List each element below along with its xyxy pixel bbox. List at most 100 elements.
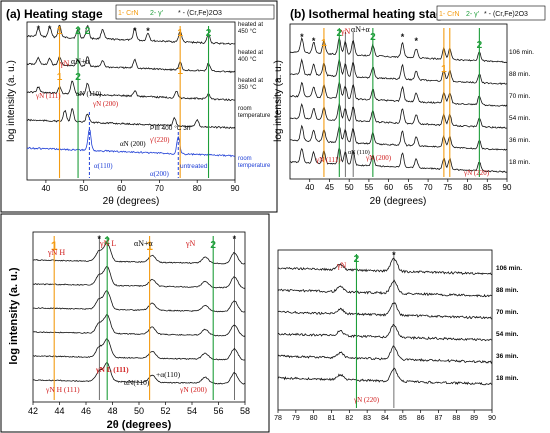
panel-b-ann-an110: αN (110) bbox=[348, 149, 370, 156]
panel-b-legend-gprime: 2- γ' bbox=[466, 11, 479, 18]
series-label-a-2-l2: 350 °C bbox=[238, 85, 257, 91]
panel-c-ann-an110: αN(110) bbox=[124, 378, 150, 387]
panel-c-ylabel: log intensity (a. u.) bbox=[8, 267, 20, 365]
series-label-d-4: 36 min. bbox=[496, 353, 519, 360]
series-label-d-0: 106 min. bbox=[496, 265, 522, 272]
series-label-a-4-l1: room bbox=[238, 156, 252, 162]
panel-a-ann-ana: αN+α bbox=[71, 57, 90, 66]
x-tick-label-2-8: 58 bbox=[240, 406, 250, 416]
x-tick-label-2-7: 56 bbox=[213, 406, 223, 416]
series-label-b-2: 70 min. bbox=[509, 93, 531, 100]
series-line-3-3 bbox=[277, 323, 493, 342]
series-line-1-3 bbox=[289, 102, 508, 129]
x-tick-label-0-0: 40 bbox=[41, 184, 50, 193]
series-line-2-5 bbox=[32, 362, 246, 385]
series-line-0-2 bbox=[26, 80, 236, 102]
series-label-a-3-l1: room bbox=[238, 106, 252, 112]
x-tick-label-1-6: 70 bbox=[424, 183, 433, 192]
series-label-a-1-l2: 400 °C bbox=[238, 57, 257, 63]
x-tick-label-3-3: 81 bbox=[328, 415, 336, 422]
peak-marker-1-7: 1 bbox=[441, 64, 447, 75]
series-line-3-1 bbox=[277, 279, 493, 298]
panel-b-ann-gn220: γN (220) bbox=[463, 169, 490, 177]
panel-a-ylabel: log intensity (a. u.) bbox=[6, 60, 17, 142]
panel-a-ann-gn: γN bbox=[59, 59, 70, 68]
series-line-0-4 bbox=[26, 128, 236, 158]
peak-marker-1-2: 1 bbox=[321, 38, 327, 49]
panel-c-xlabel: 2θ (degrees) bbox=[107, 419, 172, 431]
panel-b-ylabel: log intensity (a. u.) bbox=[273, 60, 284, 142]
series-label-b-5: 18 min. bbox=[509, 159, 531, 166]
series-line-0-3 bbox=[26, 108, 236, 129]
panel-c-ann-gnl: γN L bbox=[99, 239, 116, 248]
panel-d-ann-gn: γN bbox=[336, 261, 347, 270]
series-label-a-1-l1: heated at bbox=[238, 50, 263, 56]
peak-marker-1-4: 2 bbox=[370, 32, 376, 43]
x-tick-label-0-2: 60 bbox=[117, 184, 126, 193]
series-line-1-1 bbox=[289, 58, 508, 86]
peak-marker-0-8: 2 bbox=[206, 28, 212, 39]
x-tick-label-1-3: 55 bbox=[364, 183, 373, 192]
panel-c-frame bbox=[0, 213, 270, 433]
panel-a-ann-an200: αN (200) bbox=[120, 140, 146, 148]
peak-marker-2-0: 1 bbox=[51, 239, 58, 253]
panel-c-ann-gnh: γN H bbox=[47, 248, 65, 257]
panel-a-ann-untreated: untreated bbox=[180, 163, 208, 170]
series-line-1-5 bbox=[290, 147, 508, 174]
panel-c-ann-gn: γN bbox=[185, 239, 196, 248]
peak-marker-0-5: * bbox=[133, 26, 137, 36]
x-tick-label-0-1: 50 bbox=[79, 184, 88, 193]
x-tick-label-0-4: 80 bbox=[193, 184, 202, 193]
x-tick-label-1-9: 85 bbox=[483, 183, 492, 192]
panel-a-ann-a200: α(200) bbox=[150, 170, 169, 178]
panel-d: 2 * 78 79 80 81 82 83 84 85 86 87 88 89 90 106 min. 88… bbox=[274, 249, 522, 422]
panel-b-xlabel: 2θ (degrees) bbox=[370, 196, 427, 207]
x-tick-label-0-5: 90 bbox=[231, 184, 240, 193]
panel-a-ann-a110: α(110) bbox=[94, 162, 113, 170]
x-tick-label-1-5: 65 bbox=[404, 183, 413, 192]
peak-marker-3-1: * bbox=[392, 250, 396, 260]
panel-b: (b) Isothermal heating stage at 450 °C 1… bbox=[273, 5, 546, 207]
peak-marker-2-2: 2 bbox=[104, 236, 110, 247]
x-tick-label-2-2: 46 bbox=[81, 406, 91, 416]
series-label-d-1: 88 min. bbox=[496, 287, 519, 294]
panel-b-ann-gn200: γN (200) bbox=[365, 154, 392, 162]
panel-c-ann-a110: +α(110) bbox=[156, 370, 181, 379]
panel-a-ann-an110: αN (110) bbox=[76, 90, 102, 98]
panel-b-ann-ana: αN+α bbox=[351, 25, 370, 34]
x-tick-label-3-9: 87 bbox=[435, 415, 443, 422]
panel-b-plot-area bbox=[289, 23, 508, 180]
x-tick-label-3-0: 78 bbox=[274, 415, 282, 422]
x-tick-label-2-0: 42 bbox=[28, 406, 38, 416]
panel-a-legend-oxide: * - (Cr,Fe)2O3 bbox=[178, 10, 222, 17]
x-tick-label-2-5: 52 bbox=[160, 406, 170, 416]
panel-c-ann-gnl111: γN L (111) bbox=[95, 365, 129, 374]
x-tick-label-0-3: 70 bbox=[155, 184, 164, 193]
series-label-d-3: 54 min. bbox=[496, 331, 519, 338]
x-tick-label-2-3: 48 bbox=[107, 406, 117, 416]
series-line-0-1 bbox=[26, 56, 236, 74]
series-label-b-0: 106 min. bbox=[509, 49, 534, 56]
panel-c-ann-ana: αN+α bbox=[134, 239, 153, 248]
panel-c-ann-gn200: γN (200) bbox=[179, 385, 207, 394]
panel-b-legend-oxide: * - (Cr,Fe)2O3 bbox=[484, 11, 528, 18]
panel-a-legend-gprime: 2- γ' bbox=[150, 10, 163, 17]
x-tick-label-1-4: 60 bbox=[384, 183, 393, 192]
peak-marker-0-4: 2 bbox=[85, 26, 91, 37]
peak-marker-2-3: 1 bbox=[146, 239, 153, 253]
peak-marker-1-3: 2 bbox=[337, 28, 343, 39]
peak-marker-3-0: 2 bbox=[354, 254, 360, 265]
x-tick-label-3-7: 85 bbox=[399, 415, 407, 422]
peak-marker-0-10: 2 bbox=[75, 72, 81, 83]
series-line-2-2 bbox=[32, 290, 246, 313]
panel-c: 1 * 2 1 2* 42 44 46 48 50 52 54 56 58 2θ (degrees) l… bbox=[0, 213, 270, 433]
x-tick-label-3-11: 89 bbox=[470, 415, 478, 422]
x-tick-label-2-1: 44 bbox=[54, 406, 64, 416]
x-tick-label-1-10: 90 bbox=[503, 183, 512, 192]
peak-marker-2-1: * bbox=[97, 234, 101, 244]
peak-marker-0-1: * bbox=[48, 24, 52, 34]
panel-a-plot-area bbox=[26, 21, 236, 181]
peak-marker-1-8: 2 bbox=[477, 40, 483, 51]
series-label-a-3-l2: temperature bbox=[238, 113, 271, 119]
